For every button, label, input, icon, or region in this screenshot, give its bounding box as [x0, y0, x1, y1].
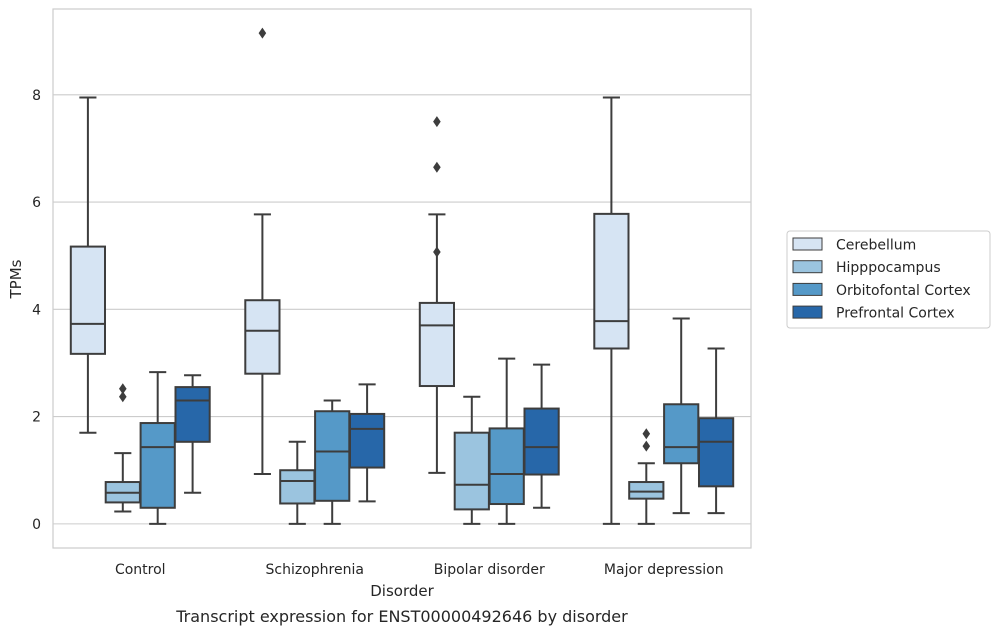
x-tick-label: Bipolar disorder [434, 562, 545, 578]
box-body [244, 299, 281, 375]
box-cerebellum [244, 27, 281, 475]
box-prefrontal-cortex [523, 363, 560, 509]
box-body [314, 410, 351, 502]
outlier-point [433, 246, 441, 258]
legend-item: Orbitofontal Cortex [792, 282, 971, 299]
box-orbitofontal-cortex [488, 357, 525, 525]
y-tick-label: 8 [32, 88, 41, 104]
legend-label: Cerebellum [836, 238, 916, 254]
legend-swatch [792, 260, 823, 274]
y-tick-label: 2 [32, 410, 41, 426]
box-body [418, 301, 456, 388]
box-prefrontal-cortex [174, 374, 211, 494]
box-body [279, 469, 316, 505]
y-axis-ticks: 0 2 4 6 8 [32, 88, 41, 533]
box-cerebellum [418, 116, 456, 474]
box-body [628, 481, 665, 500]
box-body [69, 245, 107, 355]
legend-item: Hipppocampus [792, 260, 941, 276]
box-body [697, 417, 735, 488]
box-cerebellum [593, 96, 630, 525]
box-body [488, 427, 525, 506]
box-series [69, 27, 735, 525]
gridlines [53, 94, 751, 525]
outlier-point [642, 440, 651, 452]
legend-item: Prefrontal Cortex [792, 305, 955, 322]
box-body [663, 403, 700, 465]
outlier-point [642, 428, 651, 440]
box-body [593, 212, 630, 350]
box-body [348, 412, 386, 469]
y-tick-label: 4 [32, 302, 41, 318]
legend-label: Hipppocampus [836, 260, 941, 276]
box-body [139, 422, 176, 509]
box-hipppocampus [104, 383, 141, 513]
x-tick-label: Schizophrenia [266, 562, 364, 578]
x-tick-label: Control [115, 562, 166, 578]
box-body [523, 407, 560, 476]
box-orbitofontal-cortex [314, 399, 351, 525]
y-tick-label: 6 [32, 195, 41, 211]
box-body [174, 386, 211, 443]
box-orbitofontal-cortex [663, 317, 700, 515]
legend-item: Cerebellum [792, 237, 916, 254]
outlier-point [119, 391, 127, 403]
y-axis-label: TPMs [7, 259, 25, 299]
box-hipppocampus [453, 395, 490, 525]
chart-caption: Transcript expression for ENST0000049264… [175, 607, 628, 626]
box-cerebellum [69, 96, 107, 434]
x-tick-label: Major depression [604, 562, 724, 578]
y-tick-label: 0 [32, 517, 41, 533]
legend-swatch [792, 282, 823, 296]
outlier-point [119, 383, 127, 395]
legend-frame [786, 230, 991, 329]
legend-swatch [792, 237, 823, 251]
legend-swatch [792, 305, 823, 319]
outlier-point [433, 116, 441, 128]
x-axis-label: Disorder [370, 582, 434, 600]
box-orbitofontal-cortex [139, 371, 176, 525]
x-axis-ticks: Control Schizophrenia Bipolar disorder Majo… [115, 562, 724, 578]
legend-label: Orbitofontal Cortex [836, 283, 971, 299]
box-body [453, 431, 490, 511]
outlier-point [433, 161, 441, 173]
box-prefrontal-cortex [697, 347, 735, 515]
outlier-point [258, 27, 267, 39]
legend: Cerebellum Hipppocampus Orbitofontal Corte… [786, 230, 991, 329]
box-hipppocampus [628, 428, 665, 525]
legend-label: Prefrontal Cortex [836, 306, 955, 322]
box-prefrontal-cortex [348, 383, 386, 503]
